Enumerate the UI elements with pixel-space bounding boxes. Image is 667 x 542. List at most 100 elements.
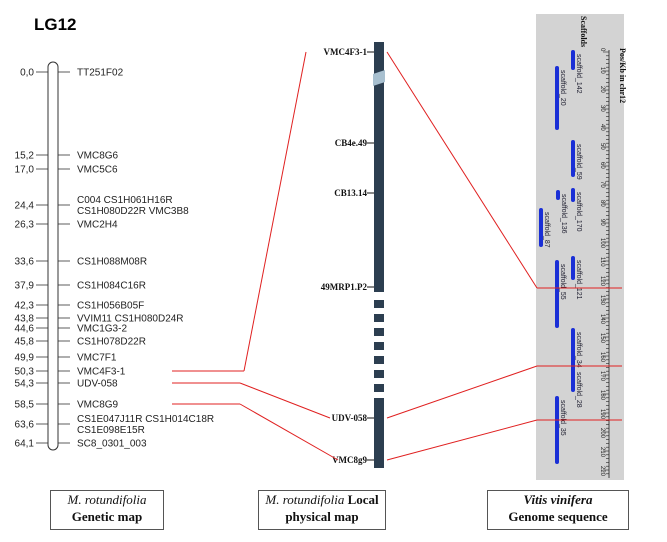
- scaffold-label: scaffold_20: [559, 70, 566, 106]
- marker-label: TT251F02: [77, 68, 124, 79]
- link-vmc8g9-to-phys: [239, 403, 339, 461]
- marker-label: VMC8G9: [77, 400, 119, 411]
- genome-tick-label: 40: [599, 124, 605, 131]
- genome-tick-label: 20: [599, 86, 605, 93]
- physical-chromosome-segment: [374, 342, 384, 350]
- caption-physical: M. rotundifolia Local physical map: [258, 490, 386, 530]
- caption-genetic: M. rotundifolia Genetic map: [50, 490, 164, 530]
- caption-physical-type: physical map: [285, 509, 359, 524]
- genome-tick-label: 90: [599, 219, 605, 226]
- physical-break: [373, 70, 385, 86]
- marker-label: CS1H056B05F: [77, 301, 144, 312]
- marker-position: 49,9: [15, 353, 35, 364]
- physical-marker-label: 49MRP1.P2: [321, 282, 368, 292]
- genome-tick-label: 210: [599, 447, 605, 458]
- marker-position: 63,6: [15, 420, 35, 431]
- marker-label: VVIM11 CS1H080D24R: [77, 314, 184, 325]
- physical-map: VMC4F3-1 CB4e.49 CB13.14 49MRP1.P2 UDV-058 VM…: [321, 42, 385, 468]
- marker-position: 50,3: [15, 367, 35, 378]
- caption-genetic-type: Genetic map: [71, 509, 143, 524]
- marker-label: CS1H084C16R: [77, 281, 146, 292]
- physical-marker-label: CB4e.49: [335, 138, 368, 148]
- genome-tick-label: 200: [599, 428, 605, 439]
- link-lines: [172, 51, 622, 461]
- genome-tick-label: 130: [599, 295, 605, 306]
- marker-label: CS1H088M08R: [77, 257, 147, 268]
- genome-tick-label: 100: [599, 238, 605, 249]
- marker-label: VMC1G3-2: [77, 324, 127, 335]
- genome-tick-label: 160: [599, 352, 605, 363]
- marker-position: 54,3: [15, 379, 35, 390]
- genome-tick-label: 220: [599, 466, 605, 477]
- scaffold-label: scaffold_87: [543, 212, 550, 248]
- marker-label: CS1E098E15R: [77, 425, 145, 436]
- scaffold-label: scaffold_55: [559, 264, 566, 300]
- scaffold-label: scaffold_28: [575, 372, 582, 408]
- caption-genetic-species: M. rotundifolia: [67, 492, 147, 507]
- marker-label: VMC2H4: [77, 220, 118, 231]
- marker-label: UDV-058: [77, 379, 118, 390]
- scaffold-label: scaffold_142: [575, 54, 582, 94]
- marker-label: CS1H080D22R VMC3B8: [77, 206, 189, 217]
- physical-chromosome: [374, 42, 384, 292]
- caption-physical-species: M. rotundifolia: [265, 492, 345, 507]
- physical-chromosome-segment: [374, 328, 384, 336]
- genome-tick-label: 150: [599, 333, 605, 344]
- genome-tick-label: 170: [599, 371, 605, 382]
- genome-tick-label: 190: [599, 409, 605, 420]
- marker-position: 58,5: [15, 400, 35, 411]
- genome-tick-label: 70: [599, 181, 605, 188]
- scaffold-label: scaffold_121: [575, 260, 582, 300]
- caption-genome-species: Vitis vinifera: [523, 492, 593, 507]
- scaffold-label: scaffold_136: [560, 194, 567, 234]
- lg-title: LG12: [34, 15, 77, 34]
- scaffold-label: scaffold_59: [575, 144, 582, 180]
- genetic-markers: 0,0 TT251F02 15,2 VMC8G6 17,0 VMC5C6 24,4 C004 …: [15, 68, 215, 450]
- marker-position: 44,6: [15, 324, 35, 335]
- genome-tick-label: 0: [599, 48, 605, 52]
- genome-tick-label: 30: [599, 105, 605, 112]
- physical-chromosome-segment: [374, 356, 384, 364]
- genome-tick-label: 10: [599, 67, 605, 74]
- scaffold-label: scaffold_170: [575, 192, 582, 232]
- marker-position: 33,6: [15, 257, 35, 268]
- caption-physical-local: Local: [344, 492, 379, 507]
- genetic-chromosome: [47, 61, 59, 451]
- marker-position: 37,9: [15, 281, 35, 292]
- marker-label: C004 CS1H061H16R: [77, 195, 173, 206]
- genome-axis-title: Pos/Kb in chr12: [618, 48, 627, 103]
- physical-marker-label: VMC4F3-1: [324, 47, 368, 57]
- link-vmc8g9-phys-to-genome: [386, 419, 538, 461]
- genome-tick-label: 110: [599, 257, 605, 267]
- marker-position: 42,3: [15, 301, 35, 312]
- genome-tick-label: 60: [599, 162, 605, 169]
- physical-chromosome-segment: [374, 370, 384, 378]
- caption-genome-type: Genome sequence: [508, 509, 608, 524]
- genome-tick-label: 140: [599, 314, 605, 325]
- marker-position: 43,8: [15, 314, 35, 325]
- marker-position: 45,8: [15, 337, 35, 348]
- physical-chromosome-lower: [374, 400, 384, 468]
- link-vmc4f3-phys-to-genome: [386, 51, 538, 289]
- genome-tick-label: 80: [599, 200, 605, 207]
- physical-chromosome-segment: [374, 384, 384, 392]
- genome-tick-label: 180: [599, 390, 605, 401]
- physical-chromosome-segment: [374, 314, 384, 322]
- marker-label: CS1E047J11R CS1H014C18R: [77, 414, 214, 425]
- link-udv058-phys-to-genome: [386, 365, 538, 419]
- marker-label: VMC8G6: [77, 151, 119, 162]
- physical-marker-label: UDV-058: [332, 413, 368, 423]
- physical-marker-label: VMC8g9: [332, 455, 367, 465]
- link-vmc4f3-to-phys: [243, 51, 307, 372]
- marker-label: CS1H078D22R: [77, 337, 146, 348]
- marker-position: 24,4: [15, 201, 35, 212]
- genome-tick-label: 50: [599, 143, 605, 150]
- marker-position: 17,0: [15, 165, 35, 176]
- marker-position: 15,2: [15, 151, 35, 162]
- scaffold-label: scaffold_35: [559, 400, 566, 436]
- scaffold-label: scaffold_34: [575, 332, 582, 368]
- marker-label: VMC4F3-1: [77, 367, 126, 378]
- marker-label: VMC7F1: [77, 353, 117, 364]
